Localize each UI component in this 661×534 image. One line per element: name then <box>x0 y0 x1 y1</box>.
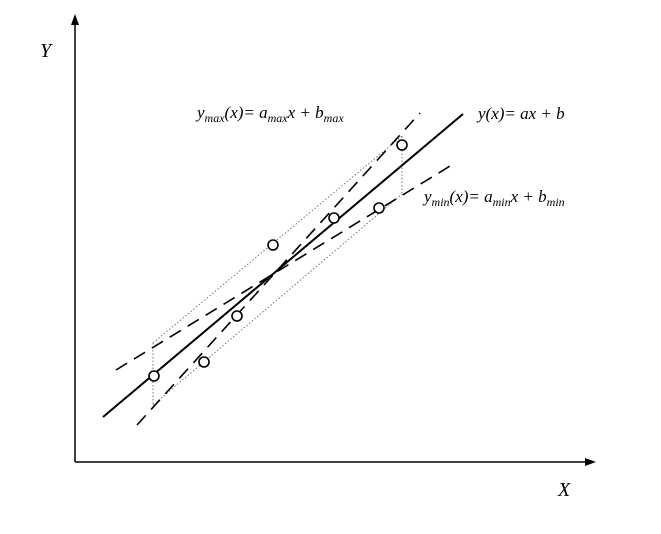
best-fit-line <box>102 113 464 418</box>
data-point <box>373 202 385 214</box>
max-eq-mid: (x)= a <box>225 103 268 122</box>
max-slope-line <box>136 112 421 426</box>
data-point <box>328 212 340 224</box>
max-equation: ymax(x)= amaxx + bmax <box>195 103 344 125</box>
x-axis-label: X <box>557 479 571 501</box>
max-eq-tail: x + b <box>287 103 324 122</box>
min-eq-tail: x + b <box>510 187 547 206</box>
max-eq-b-sub: max <box>324 111 345 125</box>
max-eq-y-sub: max <box>205 111 226 125</box>
y-axis-arrowhead <box>71 14 79 25</box>
data-points <box>148 139 408 382</box>
max-eq-a-sub: max <box>268 111 289 125</box>
fit-equation: y(x)= ax + b <box>476 104 565 123</box>
axes <box>71 14 596 466</box>
min-eq-a-sub: min <box>493 195 511 209</box>
min-eq-y: y <box>422 187 432 206</box>
data-point <box>267 239 279 251</box>
max-eq-y: y <box>195 103 205 122</box>
min-eq-b-sub: min <box>547 195 565 209</box>
data-point <box>198 356 210 368</box>
data-point <box>396 139 408 151</box>
guide-lower-edge <box>152 193 403 406</box>
guide-upper-edge <box>152 135 403 344</box>
min-eq-mid: (x)= a <box>450 187 493 206</box>
min-eq-y-sub: min <box>432 195 450 209</box>
x-axis-arrowhead <box>585 458 596 466</box>
data-point <box>148 370 160 382</box>
data-point <box>231 310 243 322</box>
y-axis-label: Y <box>40 40 53 62</box>
min-slope-line <box>115 162 456 371</box>
min-equation: ymin(x)= aminx + bmin <box>422 187 565 209</box>
